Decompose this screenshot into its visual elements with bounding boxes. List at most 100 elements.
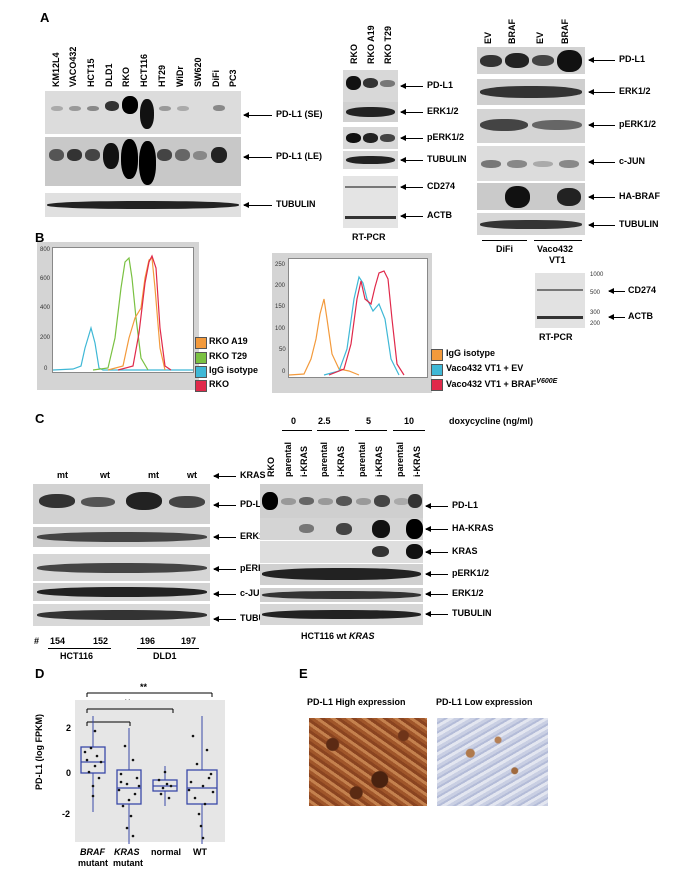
group-line <box>282 430 312 431</box>
lane-label: parental <box>319 441 329 477</box>
group-line <box>48 648 111 649</box>
band-label: c-JUN <box>240 588 267 598</box>
legend-swatch <box>431 379 443 391</box>
arrow <box>213 502 236 508</box>
y-tick: 50 <box>279 347 286 353</box>
arrow <box>243 154 272 160</box>
blot <box>260 564 423 585</box>
lane-label: HCT116 <box>139 53 149 87</box>
group-label: BRAF <box>80 847 105 857</box>
lane-label: EV <box>483 31 493 44</box>
blot <box>477 47 585 74</box>
band-label: ERK1/2 <box>452 588 484 598</box>
arrow <box>400 83 423 89</box>
legend-swatch <box>195 337 207 349</box>
lane-label: RKO <box>121 67 131 87</box>
arrow <box>588 159 615 165</box>
lane-label: BRAF <box>560 19 570 44</box>
clone-hash: # <box>34 636 40 646</box>
lane-label: RKO T29 <box>383 25 393 64</box>
sig: ** <box>140 682 148 692</box>
band-label: c-JUN <box>619 156 646 166</box>
caption-low: PD-L1 Low expression <box>436 697 533 707</box>
arrow <box>425 526 448 532</box>
band-label: ACTB <box>628 311 653 321</box>
arrow <box>243 202 272 208</box>
arrow <box>213 591 236 597</box>
lane-label: i-KRAS <box>412 446 422 477</box>
blot <box>477 109 585 143</box>
arrow <box>588 122 615 128</box>
size-marker: 300 <box>590 310 601 316</box>
blot <box>260 588 423 602</box>
arrow <box>213 473 236 479</box>
arrow <box>400 157 423 163</box>
blot <box>343 102 398 122</box>
lane-label: KM12L4 <box>51 52 61 87</box>
blot <box>260 518 423 540</box>
arrow <box>588 222 615 228</box>
blot <box>33 604 210 626</box>
blot <box>477 213 585 235</box>
clone-number: 196 <box>140 636 156 646</box>
lane-label: parental <box>395 441 405 477</box>
lane-label: i-KRAS <box>299 446 309 477</box>
arrow <box>213 616 236 622</box>
group-label: HCT116 <box>60 651 94 661</box>
y-tick: 2 <box>66 723 72 733</box>
legend-swatch <box>195 366 207 378</box>
y-tick: 150 <box>275 304 286 310</box>
band-label: PD-L1 <box>452 500 479 510</box>
group-label: normal <box>151 847 182 857</box>
band-label: ERK1/2 <box>240 531 272 541</box>
lane-label: HCT15 <box>86 58 96 87</box>
group-label: mutant <box>78 858 108 868</box>
group-label: DLD1 <box>153 651 177 661</box>
arrow <box>400 135 423 141</box>
y-tick: -2 <box>62 809 71 819</box>
caption-high: PD-L1 High expression <box>307 697 406 707</box>
group-label: mutant <box>113 858 143 868</box>
group-label: DiFi <box>496 244 513 254</box>
band-label: TUBULIN <box>427 154 467 164</box>
group-label: WT <box>193 847 207 857</box>
legend-label: RKO A19 <box>209 336 248 346</box>
arrow <box>400 184 423 190</box>
ihc-low-image <box>437 718 548 806</box>
group-label: VT1 <box>549 255 566 265</box>
legend-label: Vaco432 VT1 + BRAFV600E <box>446 378 558 389</box>
dox-level: 0 <box>291 416 297 426</box>
y-tick: 250 <box>275 262 286 268</box>
lane-label: parental <box>283 441 293 477</box>
histogram-plot <box>52 247 194 373</box>
legend-label: IgG isotype <box>209 365 259 375</box>
band-label: CD274 <box>427 181 456 191</box>
lane-label: DLD1 <box>104 63 114 87</box>
histogram-plot <box>288 258 428 378</box>
lane-label: WiDr <box>175 66 185 87</box>
lane-label: HT29 <box>157 64 167 87</box>
arrow <box>243 112 272 118</box>
group-line <box>137 648 199 649</box>
band-label: pERK1/2 <box>240 563 278 573</box>
clone-number: 154 <box>50 636 66 646</box>
size-marker: 500 <box>590 290 601 296</box>
blot-pdl1-le <box>45 137 241 186</box>
lane-label: PC3 <box>228 69 238 87</box>
band-label: TUBULIN <box>452 608 492 618</box>
y-tick: 200 <box>40 335 51 341</box>
band-label: pERK1/2 <box>427 132 465 142</box>
lane-label: i-KRAS <box>374 446 384 477</box>
group-line <box>393 430 425 431</box>
blot <box>33 583 210 601</box>
legend-label: RKO <box>209 379 229 389</box>
blot <box>477 146 585 181</box>
y-tick: 0 <box>282 369 286 375</box>
arrow <box>588 89 615 95</box>
y-tick: 200 <box>275 283 286 289</box>
size-marker: 1000 <box>590 272 604 278</box>
blot <box>33 484 210 524</box>
arrow <box>588 194 615 200</box>
arrow <box>588 57 615 63</box>
